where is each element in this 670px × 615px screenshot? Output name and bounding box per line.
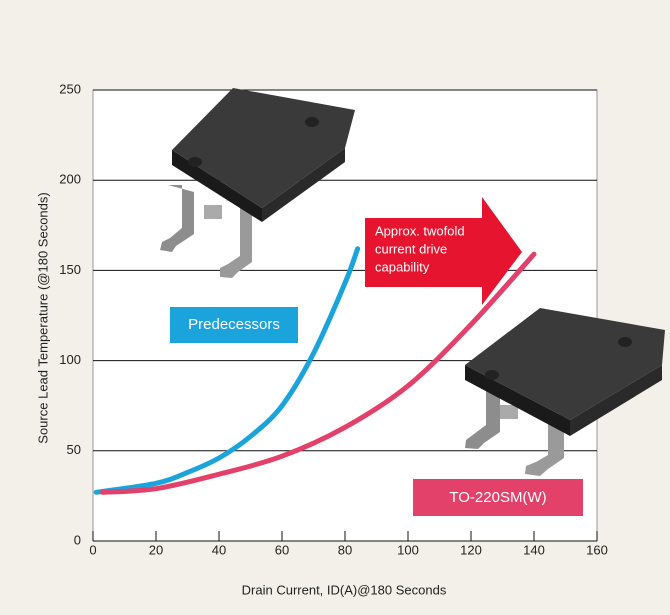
x-tick-label: 140 xyxy=(523,542,545,557)
x-tick-label: 20 xyxy=(149,542,163,557)
y-tick-label: 250 xyxy=(59,81,81,96)
y-tick-label: 200 xyxy=(59,172,81,187)
x-tick-label: 80 xyxy=(338,542,352,557)
x-tick-label: 120 xyxy=(460,542,482,557)
annotation: Approx. twofold xyxy=(375,223,465,238)
x-tick-label: 100 xyxy=(397,542,419,557)
y-tick-label: 100 xyxy=(59,352,81,367)
line xyxy=(93,246,361,495)
label-box xyxy=(170,307,298,343)
device-predecessor xyxy=(160,88,355,278)
x-tick-label: 60 xyxy=(275,542,289,557)
y-axis-label: Source Lead Temperature (@180 Seconds) xyxy=(35,192,50,443)
curves xyxy=(93,246,537,495)
line xyxy=(99,251,537,495)
x-axis-label: Drain Current, ID(A)@180 Seconds xyxy=(242,582,447,597)
x-tick-label: 160 xyxy=(586,542,608,557)
arrow xyxy=(365,197,522,305)
x-tick-label: 0 xyxy=(89,542,96,557)
annotation: current drive xyxy=(375,241,447,256)
series-label: Predecessors xyxy=(188,316,280,333)
label-box xyxy=(413,479,583,516)
x-tick-label: 40 xyxy=(212,542,226,557)
series-label: TO-220SM(W) xyxy=(449,489,546,506)
y-tick-label: 50 xyxy=(67,442,81,457)
y-tick-label: 0 xyxy=(74,532,81,547)
y-tick-label: 150 xyxy=(59,262,81,277)
annotation: capability xyxy=(375,259,430,274)
device-to220smw xyxy=(465,308,665,476)
devices xyxy=(160,88,665,476)
